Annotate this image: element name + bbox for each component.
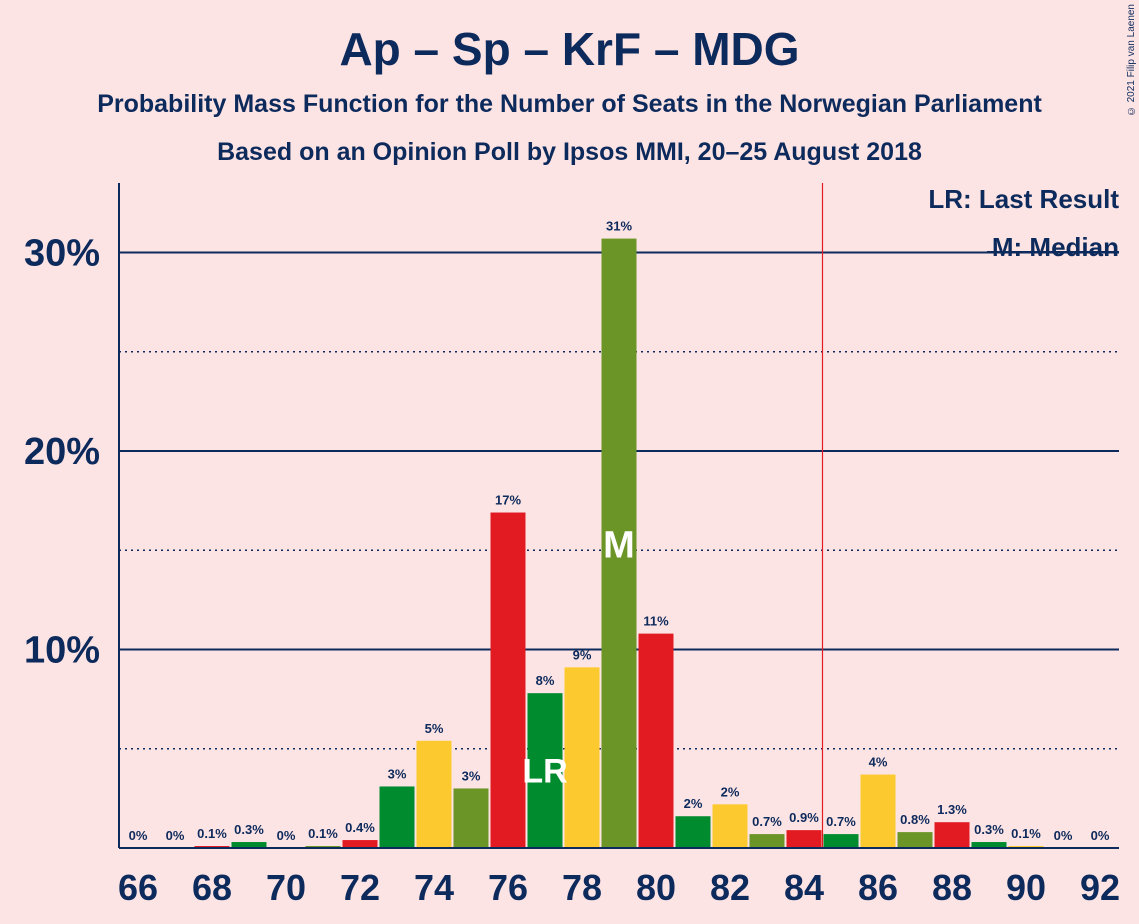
x-tick-label: 76 <box>488 867 528 908</box>
bar-87 <box>897 832 933 848</box>
data-label-78: 9% <box>573 647 592 662</box>
data-label-81: 2% <box>684 796 703 811</box>
bar-77 <box>527 693 563 848</box>
data-label-85: 0.7% <box>826 814 856 829</box>
bar-81 <box>675 816 711 848</box>
y-tick-label: 30% <box>24 232 100 274</box>
x-tick-label: 88 <box>932 867 972 908</box>
chart-subtitle: Probability Mass Function for the Number… <box>97 90 1042 118</box>
bar-78 <box>564 667 600 848</box>
chart-title: Ap – Sp – KrF – MDG <box>339 23 800 75</box>
data-label-69: 0.3% <box>234 822 264 837</box>
data-label-83: 0.7% <box>752 814 782 829</box>
data-label-90: 0.1% <box>1011 826 1041 841</box>
bar-75 <box>453 788 489 848</box>
bar-83 <box>749 834 785 848</box>
data-label-91: 0% <box>1054 828 1073 843</box>
data-label-82: 2% <box>721 784 740 799</box>
data-label-68: 0.1% <box>197 826 227 841</box>
data-label-74: 5% <box>425 721 444 736</box>
x-tick-label: 78 <box>562 867 602 908</box>
median-marker: M <box>603 524 635 566</box>
bar-80 <box>638 633 674 848</box>
data-label-79: 31% <box>606 219 632 234</box>
x-tick-label: 68 <box>192 867 232 908</box>
x-tick-label: 66 <box>118 867 158 908</box>
bar-84 <box>786 830 822 848</box>
x-tick-label: 72 <box>340 867 380 908</box>
x-tick-label: 84 <box>784 867 824 908</box>
last-result-marker: LR <box>522 753 567 791</box>
bar-74 <box>416 740 452 848</box>
legend-last-result: LR: Last Result <box>928 184 1119 214</box>
bar-72 <box>342 840 378 848</box>
data-label-80: 11% <box>643 614 669 629</box>
chart-source: Based on an Opinion Poll by Ipsos MMI, 2… <box>217 138 922 166</box>
data-label-66: 0% <box>129 828 148 843</box>
x-tick-label: 90 <box>1006 867 1046 908</box>
x-tick-label: 74 <box>414 867 454 908</box>
bar-89 <box>971 842 1007 848</box>
bar-85 <box>823 834 859 848</box>
data-label-89: 0.3% <box>974 822 1004 837</box>
bars: 0% 0% 0.1% 0.3% 0% 0.1% 0.4% 3% 5% 3% 17% 8% 9% 31% 11… <box>129 219 1110 848</box>
data-label-67: 0% <box>166 828 185 843</box>
data-label-87: 0.8% <box>900 812 930 827</box>
axes: 10% 20% 30% 66 68 70 72 74 76 78 80 82 84 86 88 90 92 <box>24 183 1120 908</box>
data-label-77: 8% <box>536 673 555 688</box>
bar-73 <box>379 786 415 848</box>
bar-86 <box>860 774 896 848</box>
data-label-86: 4% <box>869 755 888 770</box>
bar-79 <box>601 238 637 848</box>
x-tick-label: 82 <box>710 867 750 908</box>
data-label-71: 0.1% <box>308 826 338 841</box>
bar-76 <box>490 512 526 848</box>
x-tick-label: 92 <box>1080 867 1120 908</box>
data-label-84: 0.9% <box>789 810 819 825</box>
data-label-70: 0% <box>277 828 296 843</box>
data-label-75: 3% <box>462 768 481 783</box>
x-tick-label: 70 <box>266 867 306 908</box>
data-label-88: 1.3% <box>937 802 967 817</box>
bar-82 <box>712 804 748 848</box>
data-label-92: 0% <box>1091 828 1110 843</box>
data-label-72: 0.4% <box>345 820 375 835</box>
data-label-73: 3% <box>388 766 407 781</box>
bar-88 <box>934 822 970 848</box>
data-label-76: 17% <box>495 493 521 508</box>
legend-median: M: Median <box>991 232 1119 262</box>
x-tick-label: 80 <box>636 867 676 908</box>
y-tick-label: 20% <box>24 431 100 473</box>
x-tick-label: 86 <box>858 867 898 908</box>
bar-69 <box>231 842 267 848</box>
y-tick-label: 10% <box>24 629 100 671</box>
